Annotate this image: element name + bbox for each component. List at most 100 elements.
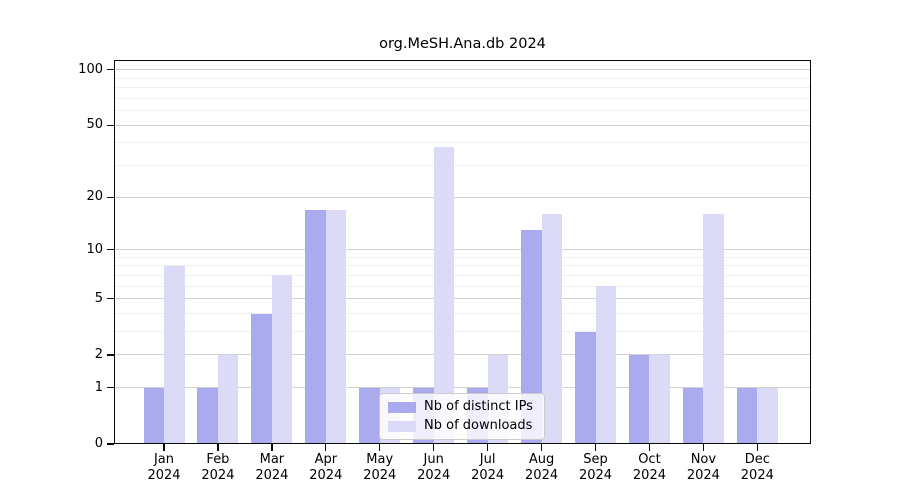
gridline-minor bbox=[114, 165, 811, 167]
x-tick-year: 2024 bbox=[417, 467, 451, 483]
gridline-minor bbox=[114, 142, 811, 144]
bar-distinct-ips-jan bbox=[143, 387, 164, 444]
x-tick-mark bbox=[594, 444, 597, 451]
bar-distinct-ips-dec bbox=[736, 387, 758, 444]
legend-swatch-downloads-icon bbox=[388, 420, 416, 432]
x-tick-year: 2024 bbox=[309, 467, 343, 483]
bar-distinct-ips-oct bbox=[628, 354, 650, 444]
bar-distinct-ips-may bbox=[359, 387, 380, 444]
x-tick-label: Jun 2024 bbox=[404, 452, 464, 483]
bar-distinct-ips-sep bbox=[575, 331, 596, 444]
x-tick-mark bbox=[702, 444, 705, 451]
y-tick-label: 5 bbox=[94, 290, 103, 306]
x-tick-label: Feb 2024 bbox=[188, 452, 248, 483]
gridline-minor bbox=[114, 77, 811, 79]
x-tick-label: May 2024 bbox=[350, 452, 410, 483]
x-tick-month: Jun bbox=[423, 452, 444, 467]
gridline-minor bbox=[114, 256, 811, 258]
y-tick-label: 10 bbox=[86, 241, 103, 257]
bar-downloads-oct bbox=[649, 354, 670, 444]
x-tick-year: 2024 bbox=[147, 467, 181, 483]
x-tick-label: Apr 2024 bbox=[296, 452, 356, 483]
x-tick-mark bbox=[486, 444, 489, 451]
y-tick-label: 100 bbox=[78, 61, 103, 77]
y-tick-mark bbox=[107, 69, 114, 71]
x-tick-month: Jul bbox=[479, 452, 496, 467]
y-tick-mark bbox=[107, 354, 114, 356]
x-tick-month: Sep bbox=[583, 452, 608, 467]
x-tick-mark bbox=[433, 444, 435, 451]
bar-downloads-sep bbox=[595, 286, 617, 444]
bar-distinct-ips-apr bbox=[305, 209, 326, 444]
y-tick-label: 50 bbox=[86, 117, 103, 133]
plot-area bbox=[114, 60, 811, 444]
y-tick-label: 2 bbox=[94, 346, 103, 362]
legend: Nb of distinct IPs Nb of downloads bbox=[379, 393, 545, 440]
x-tick-label: Sep 2024 bbox=[566, 452, 626, 483]
gridline-major bbox=[114, 196, 811, 198]
x-tick-year: 2024 bbox=[525, 467, 559, 483]
x-tick-month: Mar bbox=[259, 452, 285, 467]
x-tick-mark bbox=[163, 444, 165, 451]
legend-item-downloads: Nb of downloads bbox=[388, 418, 536, 434]
y-tick-mark bbox=[107, 443, 114, 445]
gridline-minor bbox=[114, 274, 811, 276]
bar-distinct-ips-nov bbox=[682, 387, 704, 444]
x-tick-month: Jan bbox=[153, 452, 175, 467]
x-tick-month: Apr bbox=[314, 452, 338, 467]
x-tick-label: Jul 2024 bbox=[458, 452, 518, 483]
gridline-major bbox=[114, 249, 811, 251]
bar-downloads-jan bbox=[164, 265, 185, 444]
x-tick-mark bbox=[540, 444, 543, 451]
x-tick-label: Nov 2024 bbox=[673, 452, 733, 483]
bar-distinct-ips-aug bbox=[521, 230, 542, 444]
gridline-minor bbox=[114, 285, 811, 287]
x-tick-year: 2024 bbox=[471, 467, 505, 483]
gridline-minor bbox=[114, 265, 811, 267]
x-tick-mark bbox=[217, 444, 219, 451]
x-tick-month: Dec bbox=[744, 452, 770, 467]
x-tick-label: Aug 2024 bbox=[512, 452, 572, 483]
y-tick-label: 1 bbox=[94, 379, 103, 395]
y-tick-mark bbox=[107, 387, 114, 389]
x-tick-year: 2024 bbox=[632, 467, 666, 483]
x-tick-label: Jan 2024 bbox=[134, 452, 194, 483]
bar-downloads-feb bbox=[217, 354, 239, 444]
x-tick-month: Oct bbox=[638, 452, 661, 467]
x-tick-label: Dec 2024 bbox=[727, 452, 787, 483]
x-tick-year: 2024 bbox=[363, 467, 397, 483]
x-tick-mark bbox=[379, 444, 381, 451]
y-tick-mark bbox=[107, 124, 114, 126]
bar-downloads-dec bbox=[757, 387, 778, 444]
x-tick-month: May bbox=[366, 452, 394, 467]
bar-downloads-apr bbox=[325, 209, 347, 444]
x-tick-year: 2024 bbox=[255, 467, 289, 483]
bar-downloads-mar bbox=[271, 275, 293, 444]
gridline-major bbox=[114, 124, 811, 126]
gridline-minor bbox=[114, 97, 811, 99]
y-tick-label: 20 bbox=[86, 189, 103, 205]
x-tick-year: 2024 bbox=[578, 467, 613, 483]
x-tick-year: 2024 bbox=[201, 467, 235, 483]
y-tick-mark bbox=[107, 298, 114, 300]
bar-downloads-nov bbox=[703, 214, 724, 444]
y-tick-mark bbox=[107, 248, 114, 251]
legend-label-downloads: Nb of downloads bbox=[424, 418, 533, 433]
y-tick-mark bbox=[107, 196, 114, 198]
x-tick-month: Feb bbox=[206, 452, 230, 467]
x-tick-label: Oct 2024 bbox=[619, 452, 679, 483]
legend-item-distinct-ips: Nb of distinct IPs bbox=[388, 399, 536, 415]
x-tick-month: Aug bbox=[528, 452, 555, 467]
x-tick-year: 2024 bbox=[686, 467, 720, 483]
x-tick-mark bbox=[325, 444, 327, 451]
bar-distinct-ips-feb bbox=[197, 387, 218, 444]
bar-distinct-ips-mar bbox=[251, 313, 272, 444]
x-tick-mark bbox=[271, 444, 273, 451]
legend-swatch-distinct-ips-icon bbox=[388, 401, 416, 413]
x-tick-mark bbox=[648, 444, 651, 451]
gridline-major bbox=[114, 69, 811, 71]
y-tick-label: 0 bbox=[94, 436, 103, 451]
bar-downloads-jun bbox=[433, 146, 455, 444]
x-tick-year: 2024 bbox=[740, 467, 774, 483]
